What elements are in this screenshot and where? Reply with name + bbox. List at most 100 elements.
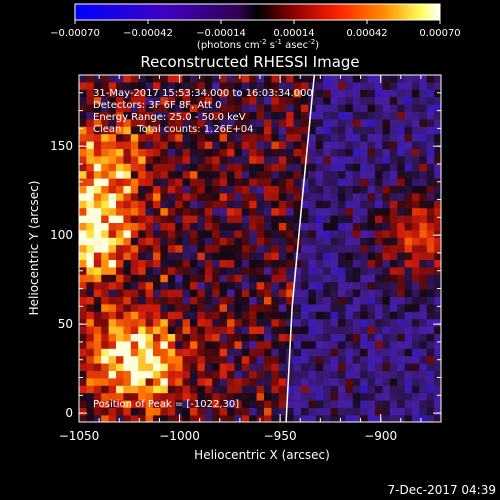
heatmap-cell [293, 230, 302, 239]
heatmap-cell [301, 378, 309, 387]
heatmap-cell [271, 245, 280, 253]
heatmap-cell [271, 260, 280, 268]
heatmap-cell [434, 141, 441, 150]
heatmap-cell [419, 193, 428, 202]
heatmap-cell [249, 348, 257, 357]
heatmap-cell [101, 289, 109, 298]
heatmap-cell [397, 319, 405, 327]
heatmap-cell [116, 193, 124, 202]
heatmap-cell [138, 237, 146, 246]
heatmap-cell [426, 304, 435, 313]
heatmap-cell [286, 289, 294, 298]
heatmap-cell [271, 223, 280, 231]
heatmap-cell [79, 297, 87, 305]
heatmap-cell [86, 326, 95, 335]
heatmap-cell [352, 297, 361, 305]
heatmap-cell [86, 126, 95, 135]
heatmap-cell [308, 319, 317, 327]
heatmap-cell [256, 200, 265, 209]
heatmap-cell [108, 82, 117, 91]
heatmap-cell [301, 341, 309, 350]
heatmap-cell [367, 193, 376, 202]
heatmap-cell [264, 75, 272, 83]
heatmap-cell [382, 415, 391, 422]
heatmap-cell [301, 385, 309, 394]
heatmap-cell [330, 356, 339, 364]
heatmap-cell [293, 82, 302, 91]
heatmap-cell [404, 319, 413, 327]
heatmap-cell [204, 400, 213, 409]
heatmap-cell [278, 408, 287, 416]
heatmap-cell [308, 304, 317, 313]
heatmap-cell [293, 274, 302, 283]
heatmap-cell [271, 82, 280, 91]
heatmap-cell [234, 267, 243, 276]
heatmap-cell [219, 237, 228, 246]
heatmap-cell [426, 408, 435, 416]
heatmap-cell [130, 163, 139, 172]
heatmap-cell [330, 126, 339, 135]
heatmap-cell [308, 75, 317, 83]
heatmap-cell [323, 171, 331, 179]
heatmap-cell [375, 119, 383, 128]
heatmap-cell [204, 334, 213, 342]
heatmap-cell [212, 274, 220, 283]
heatmap-cell [360, 311, 368, 320]
heatmap-cell [345, 297, 354, 305]
heatmap-cell [160, 156, 169, 165]
heatmap-cell [227, 126, 235, 135]
heatmap-cell [404, 112, 413, 120]
heatmap-cell [382, 126, 391, 135]
heatmap-cell [108, 282, 117, 290]
heatmap-cell [315, 223, 324, 231]
heatmap-cell [308, 363, 317, 372]
heatmap-cell [256, 193, 265, 202]
heatmap-cell [382, 267, 391, 276]
heatmap-cell [79, 82, 87, 91]
heatmap-cell [286, 119, 294, 128]
heatmap-cell [138, 223, 146, 231]
heatmap-cell [241, 104, 250, 113]
heatmap-cell [160, 230, 169, 239]
heatmap-cell [389, 274, 398, 283]
heatmap-cell [375, 149, 383, 157]
heatmap-cell [308, 385, 317, 394]
heatmap-cell [145, 267, 154, 276]
heatmap-cell [345, 371, 354, 379]
heatmap-cell [145, 415, 154, 422]
heatmap-cell [375, 304, 383, 313]
heatmap-cell [145, 112, 154, 120]
heatmap-cell [256, 141, 265, 150]
heatmap-cell [234, 326, 243, 335]
heatmap-cell [375, 267, 383, 276]
heatmap-cell [389, 378, 398, 387]
heatmap-cell [138, 141, 146, 150]
heatmap-cell [367, 215, 376, 224]
colorbar-tick-label: −0.00014 [196, 28, 246, 39]
heatmap-cell [308, 408, 317, 416]
heatmap-cell [93, 378, 102, 387]
heatmap-cell [264, 363, 272, 372]
heatmap-cell [301, 134, 309, 142]
heatmap-cell [315, 200, 324, 209]
heatmap-cell [101, 141, 109, 150]
heatmap-cell [271, 171, 280, 179]
heatmap-cell [412, 75, 420, 83]
heatmap-cell [419, 126, 428, 135]
heatmap-cell [412, 186, 420, 194]
heatmap-cell [278, 385, 287, 394]
heatmap-cell [130, 319, 139, 327]
heatmap-cell [367, 82, 376, 91]
heatmap-cell [345, 311, 354, 320]
heatmap-cell [167, 297, 176, 305]
heatmap-cell [130, 304, 139, 313]
heatmap-cell [271, 289, 280, 298]
heatmap-cell [404, 415, 413, 422]
heatmap-cell [345, 171, 354, 179]
heatmap-cell [293, 97, 302, 105]
heatmap-cell [160, 223, 169, 231]
heatmap-cell [86, 400, 95, 409]
heatmap-cell [412, 326, 420, 335]
heatmap-cell [345, 97, 354, 105]
heatmap-cell [93, 408, 102, 416]
